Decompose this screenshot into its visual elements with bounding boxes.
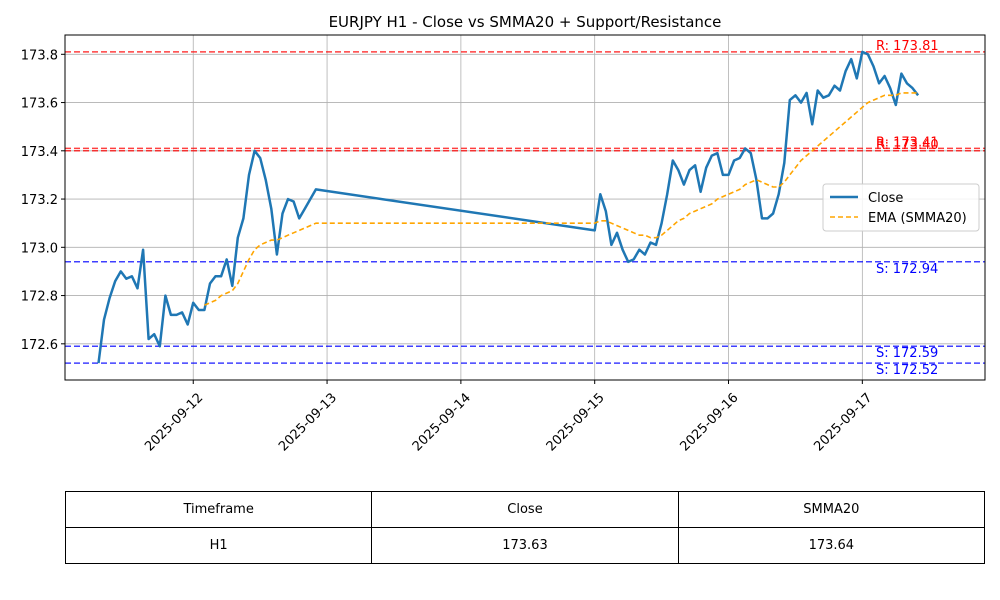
- support-resistance-levels: [65, 51, 985, 364]
- y-tick-label: 172.8: [21, 290, 58, 305]
- x-tick-label: 2025-09-15: [544, 390, 608, 454]
- table-cell: H1: [64, 527, 373, 564]
- table-header-cell: SMMA20: [677, 491, 986, 528]
- legend-label-close: Close: [868, 191, 903, 206]
- y-tick-label: 172.6: [21, 338, 58, 353]
- resistance-level-label: R: 173.40: [876, 138, 939, 153]
- level-labels: R: 173.81 R: 173.41R: 173.40 S: 172.94 S: 1…: [876, 39, 939, 378]
- table-cell: 173.63: [371, 527, 679, 564]
- y-tick-label: 173.2: [21, 193, 58, 208]
- smma-line: [204, 92, 919, 306]
- x-tick-label: 2025-09-14: [410, 390, 474, 454]
- legend: Close EMA (SMMA20): [822, 183, 980, 232]
- table-cell: 173.64: [677, 527, 986, 564]
- chart-area: EURJPY H1 - Close vs SMMA20 + Support/Re…: [21, 13, 986, 454]
- y-tick-label: 173.0: [21, 241, 58, 256]
- y-axis: 172.6 172.8 173.0 173.2 173.4 173.6 173.8: [21, 48, 65, 353]
- series-lines: [97, 50, 920, 364]
- chart-title: EURJPY H1 - Close vs SMMA20 + Support/Re…: [329, 13, 722, 31]
- support-level-label: S: 172.94: [876, 262, 938, 277]
- y-tick-label: 173.4: [21, 145, 58, 160]
- table-header-cell: Close: [371, 491, 679, 528]
- x-tick-label: 2025-09-17: [811, 390, 875, 454]
- x-tick-label: 2025-09-16: [678, 390, 742, 454]
- table-header-cell: Timeframe: [64, 491, 373, 528]
- table-row: H1 173.63 173.64: [64, 527, 986, 564]
- y-tick-label: 173.6: [21, 97, 58, 112]
- plot-frame: [64, 34, 986, 381]
- support-level-label: S: 172.52: [876, 363, 938, 378]
- legend-box: [822, 183, 980, 232]
- legend-label-smma: EMA (SMMA20): [868, 211, 967, 226]
- support-level-label: S: 172.59: [876, 346, 938, 361]
- resistance-level-label: R: 173.41: [876, 135, 939, 150]
- summary-table: Timeframe Close SMMA20 H1 173.63 173.64: [64, 491, 986, 564]
- x-tick-label: 2025-09-12: [142, 390, 206, 454]
- resistance-level-label: R: 173.81: [876, 39, 939, 54]
- close-line: [97, 50, 920, 364]
- table-header-row: Timeframe Close SMMA20: [64, 491, 986, 528]
- x-tick-label: 2025-09-13: [276, 390, 340, 454]
- y-tick-label: 173.8: [21, 48, 58, 63]
- x-axis: 2025-09-12 2025-09-13 2025-09-14 2025-09-15…: [142, 380, 875, 454]
